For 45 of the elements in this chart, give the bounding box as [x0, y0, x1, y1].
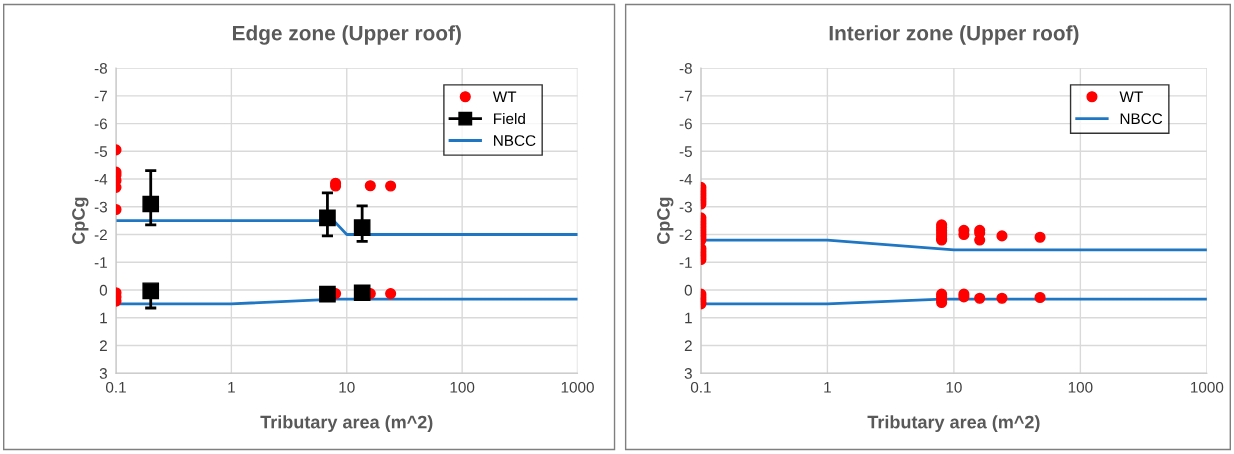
y-tick-label: 0	[684, 284, 692, 296]
y-tick-label: 2	[684, 340, 692, 351]
x-axis-title: Tributary area (m^2)	[260, 415, 433, 433]
x-tick-label: 1	[228, 382, 235, 393]
y-axis-title: CpCg	[657, 197, 674, 244]
y-tick-label: -3	[94, 201, 107, 213]
x-tick-label: 1000	[1191, 381, 1224, 393]
y-tick-label: -6	[679, 118, 692, 130]
y-tick-label: -2	[94, 229, 107, 241]
y-tick-label: -4	[679, 174, 693, 185]
x-tick-label: 100	[450, 381, 475, 393]
y-tick-label: 3	[99, 368, 107, 379]
x-tick-label: 0.1	[105, 381, 126, 393]
y-tick-label: -8	[94, 62, 107, 74]
x-tick-label: 1	[824, 382, 831, 393]
y-tick-label: 0	[99, 284, 108, 296]
y-tick-label: 2	[99, 340, 107, 351]
chart-title: Interior zone (Upper roof)	[829, 25, 1079, 45]
x-tick-label: 100	[1068, 381, 1093, 393]
y-tick-label: -1	[94, 257, 107, 268]
legend-label: WT	[1119, 91, 1143, 103]
y-tick-label: -1	[679, 257, 692, 268]
legend-label: WT	[492, 91, 517, 103]
x-tick-label: 0.1	[690, 381, 711, 393]
y-tick-label: 3	[684, 368, 692, 379]
x-tick-label: 1000	[561, 381, 594, 393]
y-tick-label: -2	[679, 229, 692, 241]
y-tick-label: -8	[679, 62, 692, 74]
y-tick-label: -5	[94, 146, 108, 157]
y-tick-label: -4	[94, 174, 108, 185]
legend-label: NBCC	[1120, 113, 1163, 125]
x-tick-label: 10	[946, 381, 962, 393]
legend-label: NBCC	[494, 135, 536, 146]
y-tick-label: -5	[679, 146, 692, 157]
y-tick-label: -6	[94, 118, 107, 130]
chart-title: Edge zone (Upper roof)	[233, 25, 461, 45]
y-tick-label: -3	[679, 201, 692, 213]
x-tick-label: 10	[339, 381, 355, 393]
y-tick-label: -7	[679, 90, 692, 102]
x-axis-title: Tributary area (m^2)	[867, 415, 1040, 433]
y-axis-title: CpCg	[72, 197, 89, 244]
y-tick-label: 1	[100, 312, 107, 324]
y-tick-label: -7	[94, 90, 107, 102]
legend-label: Field	[494, 112, 525, 125]
y-tick-label: 1	[685, 312, 692, 324]
